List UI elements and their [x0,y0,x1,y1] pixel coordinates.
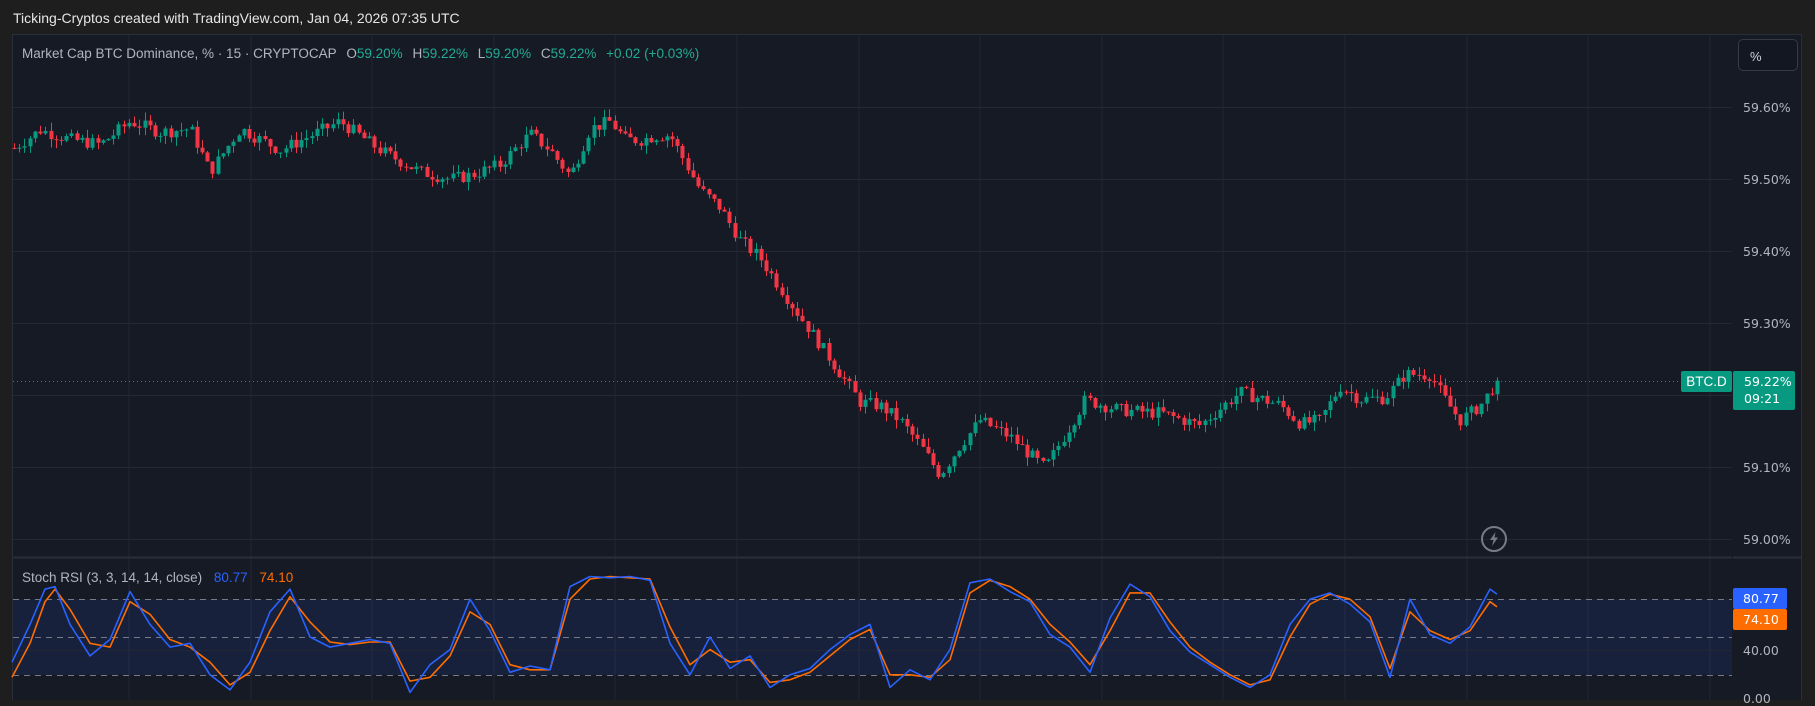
open-label: O [346,46,357,61]
chart-frame[interactable] [12,34,1802,700]
stoch-rsi-legend: Stoch RSI (3, 3, 14, 14, close) 80.77 74… [22,570,293,585]
low-value: 59.20% [485,46,532,61]
change-value: +0.02 (+0.03%) [606,46,700,61]
right-margin [1802,34,1815,700]
price-axis-label: 59.30% [1743,316,1791,331]
scale-unit-button[interactable]: % [1738,39,1798,71]
stoch-d-tag: 74.10 [1733,609,1787,630]
symbol-legend: Market Cap BTC Dominance, % · 15 · CRYPT… [22,46,699,61]
caption-text: Ticking-Cryptos created with TradingView… [13,10,460,26]
close-label: C [540,46,551,61]
open-value: 59.20% [356,46,403,61]
last-price: 59.22% [1744,374,1792,389]
price-axis-label: 59.00% [1743,532,1791,547]
stoch-rsi-title: Stoch RSI (3, 3, 14, 14, close) [22,570,203,585]
lightning-icon[interactable] [1481,526,1507,552]
top-caption-bar: Ticking-Cryptos created with TradingView… [0,0,1815,34]
stoch-k-tag: 80.77 [1733,588,1787,609]
price-axis-label: 59.10% [1743,460,1791,475]
stoch-axis-label: 0.00 [1743,691,1771,706]
price-axis-label: 59.60% [1743,100,1791,115]
price-axis-label: 59.50% [1743,172,1791,187]
close-value: 59.22% [550,46,597,61]
symbol-title: Market Cap BTC Dominance, % · 15 · CRYPT… [22,46,337,61]
price-axis-label: 59.40% [1743,244,1791,259]
ticker-tag: BTC.D [1681,371,1732,392]
high-label: H [412,46,423,61]
last-price-tag: 59.22% 09:21 [1733,371,1795,410]
stoch-d-value: 74.10 [259,570,294,585]
stoch-k-value: 80.77 [213,570,248,585]
stoch-axis-label: 40.00 [1743,643,1779,658]
low-label: L [477,46,486,61]
bar-countdown: 09:21 [1744,391,1781,406]
high-value: 59.22% [422,46,468,61]
